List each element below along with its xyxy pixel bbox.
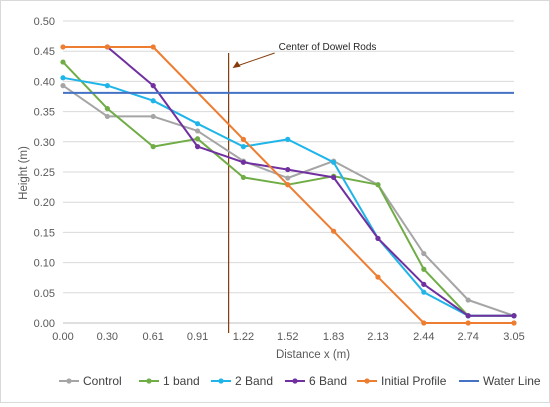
legend-label: Initial Profile [381,374,447,388]
y-tick-label: 0.50 [34,16,55,28]
legend-swatch-marker [364,378,370,384]
gridlines [63,20,514,294]
data-point [150,144,156,150]
x-tick-label: 2.74 [457,331,478,343]
y-tick-label: 0.25 [34,167,55,179]
annotation-arrow-shaft [236,52,275,67]
data-point [375,182,381,188]
legend-item: 1 band [139,374,200,388]
data-point [150,113,156,120]
series-line [106,46,514,317]
y-axis-title: Height (m) [18,146,30,200]
data-point [240,144,246,150]
data-point [375,235,381,242]
legend-label: Control [83,374,122,388]
data-point [194,144,201,150]
x-tick-label: 3.05 [503,331,524,343]
legend-item: Initial Profile [357,374,447,388]
legend-label: 2 Band [235,374,273,388]
data-point [150,44,156,50]
x-tick-label: 2.13 [367,331,388,343]
legend: Control 1 band 2 Band 6 Band Initial Profile… [59,374,541,388]
x-tick-label: 1.83 [323,331,344,343]
data-point [240,159,246,165]
data-point [511,313,517,319]
data-point [421,250,427,257]
x-axis-title: Distance x (m) [276,349,350,361]
series-layer [60,44,517,326]
data-point [331,228,337,234]
y-tick-label: 0.20 [34,197,55,209]
legend-swatch-marker [292,378,298,384]
legend-item: Control [59,374,122,388]
data-point [331,174,337,181]
data-point [194,121,201,127]
annotation-label: Center of Dowel Rods [279,42,377,53]
x-tick-label: 1.52 [277,331,298,343]
data-point [421,289,427,295]
axes: 0.00 0.05 0.10 0.15 0.20 0.25 0.30 0.35 0.40 0.45… [34,16,525,343]
y-tick-label: 0.40 [34,76,55,88]
data-point [194,136,201,142]
data-point [60,44,66,50]
y-tick-label: 0.00 [34,318,55,330]
data-point [375,274,381,280]
series-line [62,76,514,317]
data-point [104,105,110,112]
y-tick-label: 0.15 [34,227,55,239]
data-point [421,281,427,287]
series-initial-profile [60,44,517,326]
y-tick-label: 0.05 [34,288,55,300]
data-point [60,59,66,65]
series-line [63,46,514,324]
data-point [240,136,246,142]
x-tick-label: 0.00 [52,331,73,343]
legend-item: 2 Band [211,374,273,388]
data-point [465,313,471,319]
data-point [150,98,156,104]
y-tick-label: 0.35 [34,107,55,119]
data-point [285,175,291,181]
data-point [285,182,291,188]
y-tick-label: 0.45 [34,46,55,58]
legend-label: 6 Band [309,374,347,388]
data-point [285,136,291,142]
data-point [465,297,471,303]
x-tick-label: 2.44 [413,331,434,343]
x-tick-label: 1.22 [233,331,254,343]
y-tick-label: 0.30 [34,137,55,149]
data-point [60,83,66,89]
data-point [60,75,66,81]
data-point [150,83,156,89]
data-point [421,320,427,326]
x-tick-label: 0.91 [187,331,208,343]
legend-item: Water Line [459,374,541,388]
legend-swatch-marker [66,378,72,384]
legend-swatch-marker [218,378,224,384]
series-6-band [104,44,517,319]
x-tick-label: 0.61 [142,331,163,343]
data-point [285,166,291,173]
legend-swatch-marker [146,378,152,384]
x-tick-label: 0.30 [97,331,118,343]
series-control [60,83,517,319]
data-point [194,128,201,134]
legend-label: Water Line [483,374,541,388]
legend-label: 1 band [163,374,200,388]
data-point [465,320,471,326]
annotation-arrowhead [232,61,241,69]
series-line [62,84,515,317]
legend-item: 6 Band [285,374,347,388]
data-point [240,174,246,181]
data-point [104,113,110,120]
data-point [104,83,110,89]
data-point [104,44,110,50]
data-point [421,266,427,272]
data-point [511,320,517,326]
y-tick-label: 0.10 [34,258,55,270]
annotations: Center of Dowel Rods [228,42,377,333]
data-point [331,159,337,165]
